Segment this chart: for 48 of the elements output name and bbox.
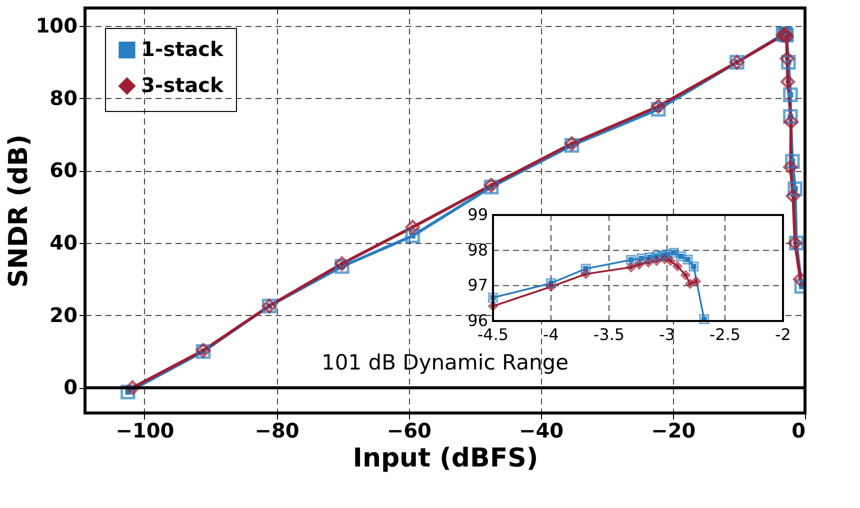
x-axis-title: Input (dBFS) — [352, 444, 538, 474]
point — [580, 264, 591, 274]
y-tick-label: 20 — [50, 302, 78, 327]
x-tick-label: −100 — [116, 418, 174, 442]
point — [688, 262, 699, 272]
ref-line-label: 101 dB Dynamic Range — [321, 350, 569, 375]
point — [634, 260, 644, 270]
x-tick-label: −80 — [254, 418, 300, 442]
point — [784, 114, 798, 130]
point — [685, 278, 696, 289]
point — [786, 188, 800, 204]
point — [626, 254, 636, 265]
x-tick-label: -3 — [659, 325, 675, 344]
point — [672, 261, 682, 272]
point — [780, 51, 795, 66]
point — [691, 276, 701, 286]
y-tick-label: 98 — [468, 240, 488, 260]
point — [699, 314, 710, 324]
y-tick-label: 99 — [468, 205, 488, 224]
y-tick-label: 100 — [36, 14, 78, 38]
x-tick-label: -3.5 — [593, 325, 625, 344]
x-tick-label: -4 — [543, 325, 559, 344]
legend-label: 1-stack — [141, 37, 224, 61]
point — [334, 256, 350, 272]
x-tick-label: −20 — [651, 418, 696, 442]
y-axis-title: SNDR (dB) — [4, 134, 34, 288]
point — [488, 301, 498, 312]
point — [783, 87, 798, 102]
y-tick-label: 97 — [468, 276, 488, 295]
point — [580, 269, 591, 279]
y-tick-label: 40 — [50, 230, 78, 255]
point — [669, 248, 679, 258]
x-tick-label: -2.5 — [709, 325, 741, 344]
x-tick-label: −40 — [518, 418, 564, 442]
point — [682, 254, 693, 264]
y-tick-label: 0 — [64, 375, 78, 400]
point — [405, 220, 420, 235]
x-tick-label: −60 — [386, 418, 432, 442]
point — [676, 251, 686, 262]
x-tick-label: 0 — [792, 418, 806, 442]
legend-label: 3-stack — [141, 73, 224, 97]
point — [650, 98, 666, 114]
point — [626, 262, 636, 272]
point — [780, 74, 796, 90]
x-tick-label: -2 — [775, 325, 791, 344]
point — [488, 292, 498, 303]
y-tick-label: 80 — [50, 86, 78, 110]
y-tick-label: 60 — [50, 158, 78, 182]
